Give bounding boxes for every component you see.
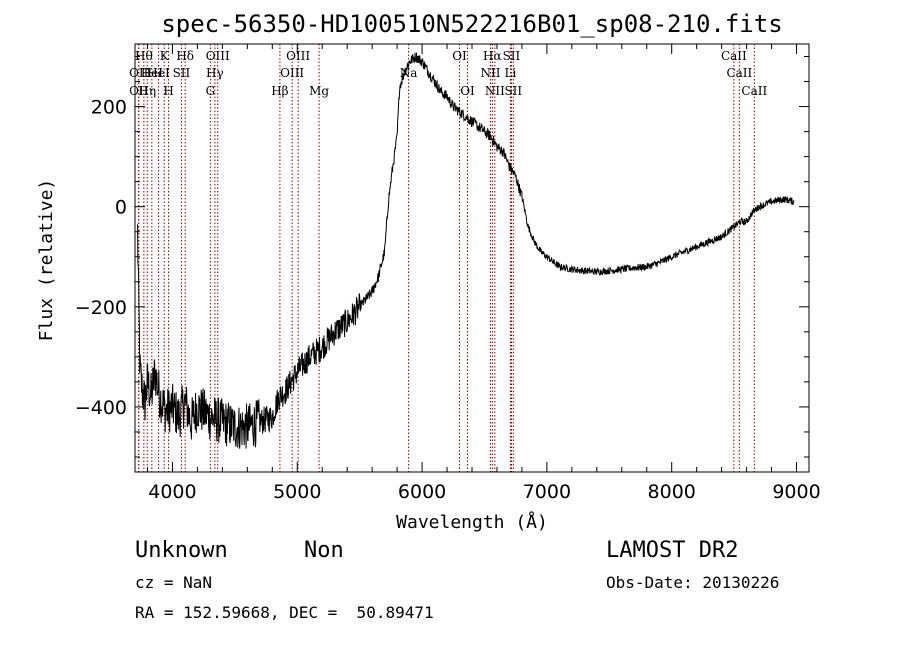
marker-label: Hθ xyxy=(135,49,153,63)
marker-label: Hβ xyxy=(271,84,288,98)
x-tick-label: 4000 xyxy=(148,481,196,503)
line-markers xyxy=(138,44,755,472)
marker-label: OIII xyxy=(206,49,230,63)
plot-frame xyxy=(134,43,810,473)
x-tick-label: 8000 xyxy=(648,481,696,503)
marker-label: OII xyxy=(129,84,149,98)
marker-label: Mg xyxy=(309,84,329,98)
marker-label: CaII xyxy=(726,66,752,80)
marker-label: CaII xyxy=(721,49,747,63)
x-tick-label: 7000 xyxy=(523,481,571,503)
marker-label: OIII xyxy=(286,49,310,63)
x-tick-label: 6000 xyxy=(398,481,446,503)
marker-label: Hη xyxy=(138,84,156,98)
marker-label: Na xyxy=(400,66,418,80)
y-axis-title: Flux (relative) xyxy=(36,179,57,342)
marker-label: OII xyxy=(129,66,149,80)
object-class: Unknown xyxy=(135,538,228,563)
y-tick-label: −400 xyxy=(75,397,127,419)
marker-label: OI xyxy=(460,84,475,98)
obs-date: Obs-Date: 20130226 xyxy=(606,573,780,592)
marker-label: NII xyxy=(480,66,500,80)
chart-title: spec-56350-HD100510N522216B01_sp08-210.f… xyxy=(161,10,782,38)
spectrum-line xyxy=(137,52,795,449)
marker-label: OI xyxy=(452,49,467,63)
marker-label: Hδ xyxy=(176,49,194,63)
marker-label: Li xyxy=(505,66,517,80)
coordinates: RA = 152.59668, DEC = 50.89471 xyxy=(135,603,434,622)
marker-label: Hα xyxy=(483,49,502,63)
x-axis-title: Wavelength (Å) xyxy=(396,511,548,533)
marker-label: HeI xyxy=(147,66,170,80)
survey-name: LAMOST DR2 xyxy=(606,538,739,563)
marker-label: HeI xyxy=(141,66,164,80)
marker-label: H xyxy=(163,84,173,98)
x-tick-label: 5000 xyxy=(273,481,321,503)
marker-label: CaII xyxy=(741,84,767,98)
x-tick-label: 9000 xyxy=(772,481,820,503)
marker-label: K xyxy=(160,49,170,63)
marker-label: NII xyxy=(485,84,505,98)
y-tick-label: 0 xyxy=(115,197,127,219)
marker-label: OIII xyxy=(280,66,304,80)
y-tick-label: −200 xyxy=(75,297,127,319)
plot-axes: 4000 5000 6000 7000 8000 9000 −400 −200 0 200 xyxy=(75,43,821,503)
marker-label: G xyxy=(206,84,216,98)
marker-labels: OIIOIIHθHηHeIHeIKHSIIHδGHγOIIIHβOIIIOIII… xyxy=(129,49,767,98)
spectrum-series xyxy=(137,52,795,449)
object-subclass: Non xyxy=(304,538,344,563)
marker-label: SII xyxy=(504,84,522,98)
marker-label: Hγ xyxy=(206,66,224,80)
redshift-value: cz = NaN xyxy=(135,573,213,592)
marker-label: SII xyxy=(503,49,521,63)
marker-label: SII xyxy=(173,66,191,80)
y-tick-label: 200 xyxy=(91,97,127,119)
